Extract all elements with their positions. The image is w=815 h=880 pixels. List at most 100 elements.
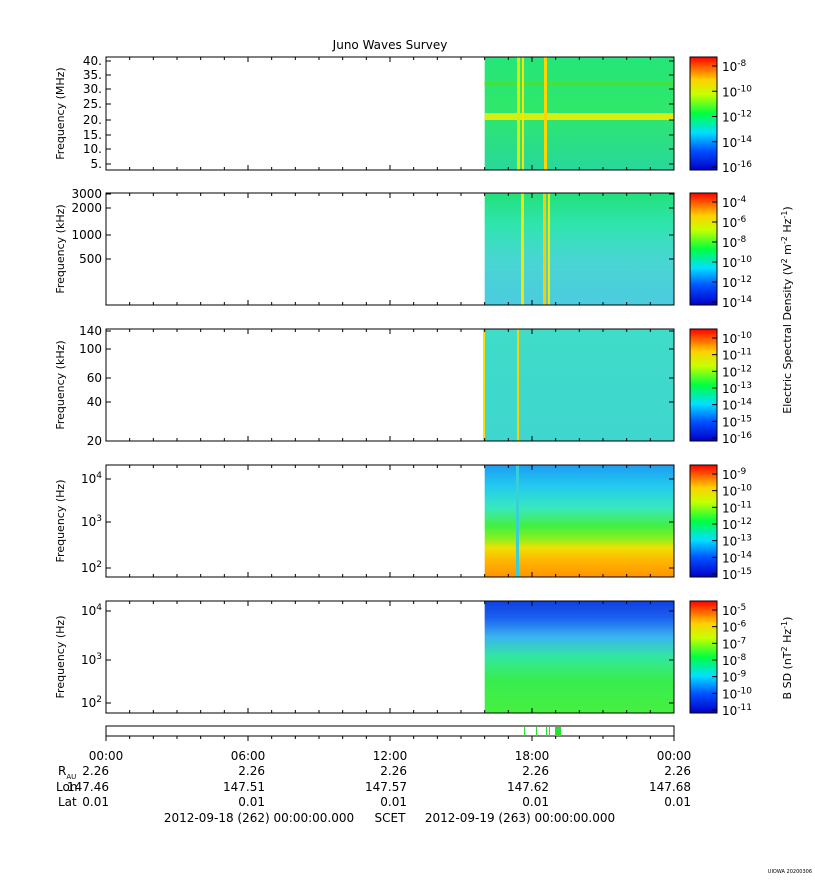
burst-streak bbox=[516, 465, 519, 577]
y-tick-label: 102 bbox=[81, 560, 102, 575]
y-tick-label: 25. bbox=[83, 97, 102, 111]
electric-colorbar-label: Electric Spectral Density (V2 m-2 Hz-1) bbox=[780, 206, 794, 413]
y-axis-label: Frequency (Hz) bbox=[54, 480, 67, 563]
colorbar-tick-label: 10-13 bbox=[722, 381, 752, 396]
colorbar-tick-label: 10-5 bbox=[722, 603, 746, 618]
colorbar-tick-label: 10-10 bbox=[722, 686, 752, 701]
ephemeris-value-lon: 147.68 bbox=[649, 780, 691, 794]
y-tick-label: 103 bbox=[81, 652, 102, 667]
colorbar-tick-label: 10-15 bbox=[722, 414, 752, 429]
ephemeris-value-lat: 0.01 bbox=[664, 795, 691, 809]
colorbar-tick-label: 10-14 bbox=[722, 550, 752, 565]
burst-streak bbox=[543, 193, 546, 305]
orbit-marker bbox=[546, 727, 547, 736]
colorbar-tick-label: 10-14 bbox=[722, 135, 752, 150]
ephemeris-value-r: 2.26 bbox=[664, 764, 691, 778]
y-tick-label: 500 bbox=[79, 252, 102, 266]
magnetic-colorbar-label: B SD (nT2 Hz-1) bbox=[780, 617, 794, 700]
colorbar-tick-label: 10-7 bbox=[722, 636, 746, 651]
x-tick-label: 18:00 bbox=[515, 749, 550, 763]
colorbar bbox=[690, 465, 717, 577]
burst-streak bbox=[517, 57, 520, 170]
y-tick-label: 140 bbox=[79, 324, 102, 338]
orbit-marker bbox=[555, 727, 557, 736]
ephemeris-value-r: 2.26 bbox=[380, 764, 407, 778]
y-tick-label: 20 bbox=[87, 434, 102, 448]
y-axis-label: Frequency (kHz) bbox=[54, 204, 67, 293]
colorbar-frame bbox=[689, 464, 718, 578]
colorbar-frame bbox=[689, 192, 718, 306]
orbit-marker bbox=[557, 727, 559, 736]
colorbar-tick-label: 10-14 bbox=[722, 295, 752, 310]
x-tick-label: 00:00 bbox=[657, 749, 692, 763]
footer-start-time: 2012-09-18 (262) 00:00:00.000 bbox=[164, 811, 354, 825]
y-tick-label: 60 bbox=[87, 371, 102, 385]
orbit-strip bbox=[105, 725, 675, 737]
burst-streak bbox=[517, 329, 519, 441]
spectrogram-data bbox=[484, 465, 674, 577]
burst-streak bbox=[548, 193, 550, 305]
burst-streak bbox=[522, 57, 524, 170]
colorbar-tick-label: 10-9 bbox=[722, 670, 747, 685]
colorbar bbox=[690, 57, 717, 170]
colorbar-tick-label: 10-11 bbox=[722, 500, 752, 515]
colorbar-frame bbox=[689, 600, 718, 714]
y-tick-label: 102 bbox=[81, 695, 102, 710]
burst-streak bbox=[544, 57, 547, 170]
orbit-marker bbox=[559, 727, 561, 736]
chart-title: Juno Waves Survey bbox=[332, 38, 448, 52]
colorbar-frame bbox=[689, 56, 718, 171]
colorbar-tick-label: 10-13 bbox=[722, 534, 752, 549]
footer-end-time: 2012-09-19 (263) 00:00:00.000 bbox=[425, 811, 615, 825]
spectrogram-data bbox=[484, 329, 674, 441]
colorbar-tick-label: 10-12 bbox=[722, 517, 752, 532]
orbit-strip-frame bbox=[105, 725, 675, 737]
colorbar bbox=[690, 601, 717, 713]
spectrogram-panel-5: 104 103 102 Frequency (Hz) 10-5 10-610-7 10-8 1… bbox=[54, 600, 752, 718]
colorbar-tick-label: 10-16 bbox=[722, 431, 752, 446]
footer-scet: SCET bbox=[375, 811, 407, 825]
y-tick-label: 10. bbox=[83, 142, 102, 156]
orbit-marker bbox=[549, 727, 550, 736]
x-tick-label: 00:00 bbox=[89, 749, 124, 763]
ephemeris-value-r: 2.26 bbox=[82, 764, 109, 778]
ephemeris-value-lat: 0.01 bbox=[238, 795, 265, 809]
colorbar-tick-label: 10-12 bbox=[722, 110, 752, 125]
y-tick-label: 20. bbox=[83, 113, 102, 127]
y-tick-label: 1000 bbox=[71, 228, 102, 242]
orbit-marker bbox=[536, 727, 537, 736]
colorbar-tick-label: 10-8 bbox=[722, 59, 747, 74]
ephemeris-value-lat: 0.01 bbox=[522, 795, 549, 809]
y-tick-label: 3000 bbox=[71, 187, 102, 201]
colorbar bbox=[690, 329, 717, 441]
y-tick-label: 40 bbox=[87, 395, 102, 409]
y-tick-label: 103 bbox=[81, 514, 102, 529]
burst-streak bbox=[521, 193, 524, 305]
ephemeris-value-lon: 147.51 bbox=[223, 780, 265, 794]
colorbar-tick-label: 10-8 bbox=[722, 235, 747, 250]
spectrogram-panel-1: 40.35.30.25. 20.15.10.5. Frequency (MHz) 10… bbox=[54, 54, 752, 175]
y-tick-label: 104 bbox=[81, 471, 102, 486]
spectrogram-data bbox=[484, 601, 674, 713]
y-tick-label: 100 bbox=[79, 342, 102, 356]
y-axis-label: Frequency (MHz) bbox=[54, 67, 67, 159]
ephemeris-value-lat: 0.01 bbox=[380, 795, 407, 809]
emission-band bbox=[484, 113, 674, 120]
spectrogram-data bbox=[484, 193, 674, 305]
y-tick-label: 35. bbox=[83, 68, 102, 82]
burst-streak bbox=[483, 329, 485, 441]
colorbar-tick-label: 10-4 bbox=[722, 195, 747, 210]
colorbar-tick-label: 10-15 bbox=[722, 567, 752, 582]
y-tick-label: 30. bbox=[83, 82, 102, 96]
colorbar-tick-label: 10-10 bbox=[722, 255, 752, 270]
colorbar-tick-label: 10-11 bbox=[722, 348, 752, 363]
colorbar-tick-label: 10-9 bbox=[722, 467, 747, 482]
y-axis-label: Frequency (kHz) bbox=[54, 340, 67, 429]
credit-label: UIOWA 20200306 bbox=[768, 869, 812, 875]
ephemeris-label-lat: Lat bbox=[58, 795, 77, 809]
y-tick-label: 40. bbox=[83, 54, 102, 68]
